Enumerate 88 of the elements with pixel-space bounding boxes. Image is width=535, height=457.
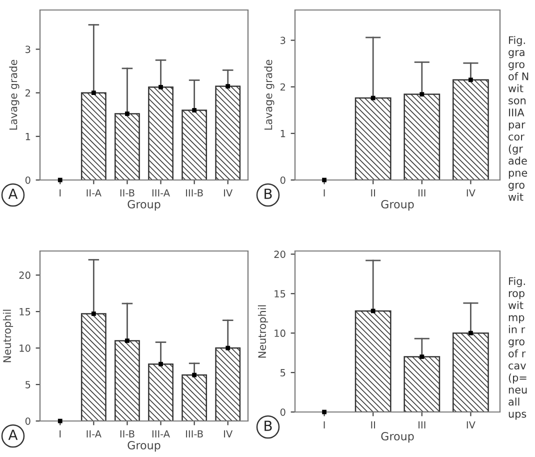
x-tick-label: I <box>324 189 325 196</box>
bar <box>354 310 392 412</box>
point <box>58 178 62 182</box>
text: Fig. gra gro of N wit son IIIA par cor (gr ade pne gro wit <box>508 36 528 201</box>
point <box>468 78 473 82</box>
point <box>192 372 197 378</box>
x-tick-label: III <box>418 421 426 428</box>
y-tick-label: 1 <box>280 130 286 138</box>
x-tick-label: III-B <box>186 189 203 196</box>
x-tick-label: I <box>324 421 325 428</box>
bar <box>404 94 440 180</box>
y-tick-label: 2 <box>280 83 285 91</box>
y-tick-label: 2 <box>26 89 30 97</box>
y-tick-label: 0 <box>280 176 286 184</box>
point <box>158 362 163 366</box>
bar <box>452 79 489 180</box>
y-tick-label: 15 <box>20 308 30 316</box>
x-axis-title: Group <box>381 200 414 211</box>
y-tick-label: 0 <box>280 408 286 416</box>
text: Fig. rop wit mp in r gro of r cav (p= neu all ups <box>508 277 527 420</box>
x-tick-label: I <box>60 430 61 438</box>
y-tick-label: 20 <box>19 272 30 279</box>
x-tick-label: II <box>371 189 376 196</box>
bar <box>215 347 241 421</box>
bar <box>182 110 208 180</box>
y-tick-label: 20 <box>274 250 286 258</box>
x-tick-label: IV <box>466 189 476 196</box>
y-tick-label: 15 <box>274 290 286 298</box>
text: A <box>8 188 18 199</box>
bar <box>182 374 208 421</box>
bar <box>114 113 140 180</box>
text: B <box>264 420 272 431</box>
bar <box>148 363 174 421</box>
bar <box>114 340 140 421</box>
x-tick-label: IV <box>224 430 233 438</box>
x-tick-label: II <box>371 421 376 428</box>
x-axis-title: Group <box>381 432 414 443</box>
point <box>468 330 473 336</box>
y-tick-label: 0 <box>25 176 30 184</box>
x-tick-label: II-B <box>120 189 134 196</box>
y-tick-label: 3 <box>26 46 30 54</box>
point <box>91 90 96 96</box>
x-tick-label: III-A <box>152 430 170 438</box>
point <box>125 338 130 343</box>
x-tick-label: III <box>418 189 426 196</box>
point <box>322 410 326 414</box>
x-tick-label: II-B <box>120 430 134 438</box>
bar <box>80 92 106 180</box>
y-tick-label: 1 <box>26 133 30 140</box>
x-axis-title: Group <box>128 200 160 211</box>
x-tick-label: IV <box>466 421 476 428</box>
point <box>192 108 197 112</box>
bar <box>354 97 392 180</box>
point <box>226 84 230 88</box>
y-tick-label: 3 <box>280 36 286 44</box>
x-tick-label: III-B <box>186 430 203 438</box>
point <box>58 418 62 424</box>
text: B <box>264 188 272 199</box>
x-axis-title: Group <box>128 441 160 452</box>
point <box>158 84 163 90</box>
point <box>91 312 96 316</box>
bar <box>452 332 489 412</box>
point <box>322 178 326 182</box>
point <box>370 96 376 100</box>
y-tick-label: 10 <box>274 330 286 337</box>
x-tick-label: II-A <box>86 189 102 196</box>
x-tick-label: II-A <box>86 430 102 438</box>
x-tick-label: III-A <box>152 189 170 196</box>
point <box>420 354 424 359</box>
y-tick-label: 5 <box>26 381 30 388</box>
y-tick-label: 5 <box>280 369 286 376</box>
point <box>226 346 230 350</box>
x-tick-label: I <box>60 189 61 196</box>
bar <box>80 313 106 421</box>
y-axis-title: Neutrophil <box>2 310 14 362</box>
x-tick-label: IV <box>224 189 233 196</box>
y-axis-title: Lavage grade <box>9 60 20 130</box>
y-tick-label: 0 <box>25 417 30 425</box>
y-tick-label: 10 <box>20 344 30 352</box>
text: A <box>8 430 18 440</box>
bar <box>404 356 440 412</box>
point <box>370 308 376 314</box>
point <box>420 92 424 96</box>
point <box>125 112 130 116</box>
y-axis-title: Lavage grade <box>264 60 274 130</box>
y-axis-title: Neutrophil <box>258 305 268 358</box>
bar <box>215 86 241 180</box>
bar <box>148 86 174 180</box>
